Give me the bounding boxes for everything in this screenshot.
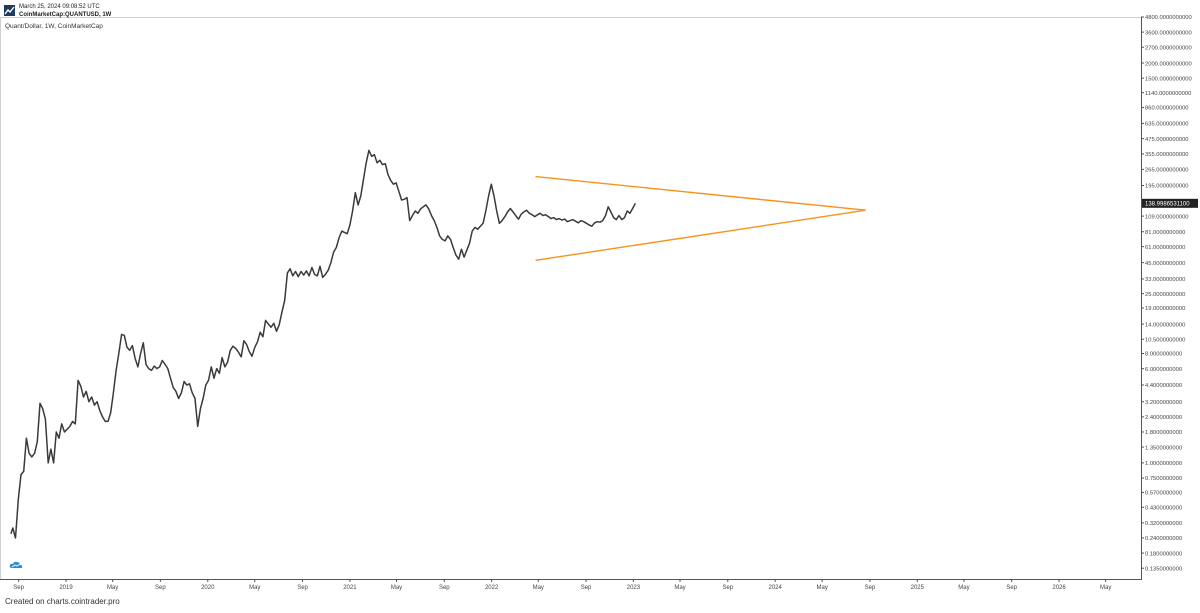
y-tick-label: 0.5700000000 [1145, 491, 1182, 497]
y-tick-label: 61.0000000000 [1145, 245, 1185, 251]
y-tick-label: 19.0000000000 [1145, 306, 1185, 312]
last-price-label: 138.9986531100 [1145, 202, 1190, 208]
y-tick-label: 1.3500000000 [1145, 445, 1182, 451]
y-tick-label: 33.0000000000 [1145, 277, 1185, 283]
y-tick-label: 0.3200000000 [1145, 521, 1182, 527]
cloud-watermark-icon [9, 561, 23, 568]
y-tick-label: 8.0000000000 [1145, 352, 1182, 358]
snapshot-header: March 25, 2024 09:08:52 UTC CoinMarketCa… [4, 3, 111, 19]
price-line-series [10, 149, 637, 539]
x-tick-label: Sep [13, 585, 24, 591]
x-tick-label: Sep [865, 585, 876, 591]
x-tick-label: May [958, 585, 969, 591]
y-tick-label: 1140.0000000000 [1145, 91, 1191, 97]
y-tick-label: 1500.0000000000 [1145, 76, 1192, 82]
y-tick-label: 1.0000000000 [1145, 461, 1182, 467]
last-price-box [1142, 198, 1198, 208]
x-tick-label: Sep [155, 585, 166, 591]
y-tick-label: 0.7500000000 [1145, 476, 1182, 482]
y-tick-label: 860.0000000000 [1145, 106, 1189, 112]
y-tick-label: 265.0000000000 [1145, 168, 1189, 174]
y-tick-label: 195.0000000000 [1145, 184, 1189, 190]
x-tick-label: 2021 [343, 585, 357, 591]
footer-credit: Created on charts.cointrader.pro [5, 597, 120, 606]
x-tick-label: Sep [581, 585, 592, 591]
plot-area [10, 149, 866, 539]
x-tick-label: 2025 [911, 585, 925, 591]
x-tick-label: 2023 [627, 585, 641, 591]
y-tick-label: 0.4300000000 [1145, 505, 1182, 511]
tradingview-logo-icon [4, 5, 15, 16]
x-tick-label: 2019 [59, 585, 73, 591]
y-tick-label: 2.4000000000 [1145, 415, 1182, 421]
trendline-upper [535, 175, 866, 211]
x-tick-label: May [816, 585, 827, 591]
y-tick-label: 4800.0000000000 [1145, 15, 1192, 21]
x-tick-label: 2024 [768, 585, 782, 591]
x-tick-label: Sep [439, 585, 450, 591]
trendline-lower [535, 209, 866, 262]
snapshot-ticker: CoinMarketCap:QUANTUSD, 1W [19, 12, 112, 18]
y-tick-label: 475.0000000000 [1145, 137, 1189, 143]
y-tick-label: 355.0000000000 [1145, 152, 1189, 158]
price-axis[interactable]: 4800.0000000000 3600.0000000000 2700.00000… [1141, 15, 1192, 572]
y-tick-label: 14.0000000000 [1145, 322, 1185, 328]
x-tick-label: 2022 [485, 585, 499, 591]
y-tick-label: 45.0000000000 [1145, 261, 1185, 267]
x-tick-label: May [107, 585, 118, 591]
y-tick-label: 1.8000000000 [1145, 430, 1182, 436]
y-tick-label: 3.2000000000 [1145, 400, 1182, 406]
y-tick-label: 0.2400000000 [1145, 536, 1182, 542]
last-price-marker: 138.9986531100 [1142, 198, 1198, 208]
x-tick-label: May [391, 585, 402, 591]
x-tick-label: May [533, 585, 544, 591]
y-tick-label: 2000.0000000000 [1145, 61, 1192, 67]
y-tick-label: 81.0000000000 [1145, 230, 1185, 236]
x-tick-label: May [1100, 585, 1111, 591]
x-tick-label: May [249, 585, 260, 591]
y-tick-label: 3600.0000000000 [1145, 30, 1192, 36]
x-tick-label: Sep [297, 585, 308, 591]
y-tick-label: 109.0000000000 [1145, 214, 1189, 220]
x-tick-label: 2020 [201, 585, 215, 591]
y-tick-label: 6.0000000000 [1145, 367, 1182, 373]
x-tick-label: May [674, 585, 685, 591]
time-axis[interactable]: Sep 2019 May Sep 2020 May Sep 2021 May Sep 2022 May… [13, 579, 1111, 591]
x-tick-label: Sep [722, 585, 733, 591]
x-tick-label: Sep [1006, 585, 1017, 591]
symbol-description: Quant/Dollar, 1W, CoinMarketCap [5, 23, 103, 30]
y-tick-label: 635.0000000000 [1145, 122, 1189, 128]
y-tick-label: 0.1800000000 [1145, 551, 1182, 557]
snapshot-timestamp: March 25, 2024 09:08:52 UTC [19, 4, 100, 10]
y-tick-label: 2700.0000000000 [1145, 45, 1192, 51]
y-tick-label: 4.4000000000 [1145, 383, 1182, 389]
x-tick-label: 2026 [1052, 585, 1066, 591]
y-tick-label: 10.5000000000 [1145, 337, 1185, 343]
y-tick-label: 25.0000000000 [1145, 292, 1185, 298]
y-tick-label: 0.1350000000 [1145, 566, 1182, 572]
